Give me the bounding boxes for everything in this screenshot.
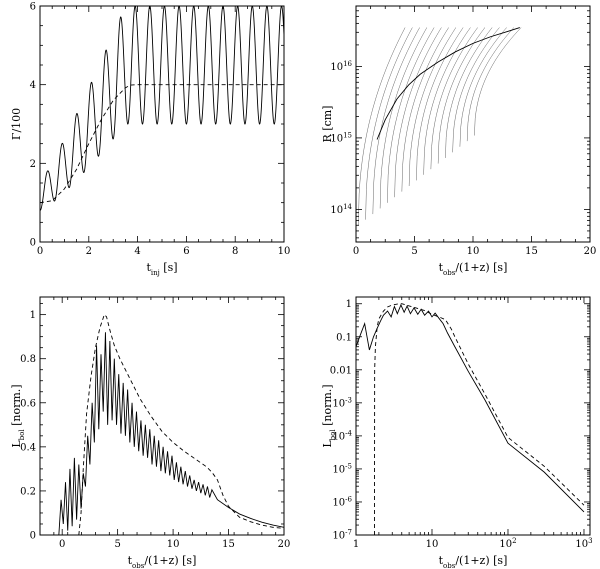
shell-line-6 (394, 27, 442, 198)
shell-line-14 (452, 27, 500, 153)
y-axis-label: Lbol [norm.] (10, 384, 26, 447)
shell-line-2 (365, 27, 413, 220)
x-tick-label: 0 (59, 539, 65, 550)
shell-line-1 (358, 27, 406, 226)
series-envelope (376, 27, 520, 140)
shell-line-15 (459, 27, 507, 147)
y-tick-label: 0.01 (330, 365, 352, 376)
shell-line-12 (437, 27, 486, 164)
series-mean-lorentz-factor (40, 84, 284, 204)
plot-area (40, 6, 284, 211)
y-axis-label: R [cm] (321, 106, 334, 143)
x-tick-label: 0 (353, 246, 359, 257)
x-tick-label: 5 (411, 246, 417, 257)
shell-line-7 (401, 27, 449, 192)
plot-frame (355, 296, 591, 536)
ticks (39, 297, 285, 536)
x-tick-label: 5 (114, 539, 120, 550)
y-tick-label: 0.1 (336, 332, 352, 343)
y-tick-label: 1014 (330, 203, 352, 216)
x-tick-label: 4 (134, 246, 140, 257)
shell-line-5 (387, 27, 435, 203)
plot-area (358, 27, 522, 226)
series-oscillating-light-curve (58, 332, 284, 535)
x-tick-label: 0 (37, 246, 43, 257)
y-tick-label: 10-5 (332, 462, 352, 475)
shell-line-11 (430, 27, 478, 170)
shell-line-4 (379, 27, 428, 209)
y-tick-label: 1016 (330, 60, 352, 73)
y-tick-label: 0.6 (20, 398, 36, 409)
y-axis-label: Γ/100 (10, 108, 23, 140)
x-tick-label: 10 (167, 539, 180, 550)
x-tick-label: 103 (575, 537, 592, 550)
y-tick-label: 0.8 (20, 354, 36, 365)
y-tick-label: 0.2 (20, 486, 36, 497)
panel-light-curve-log: 1 10 102 103 10-7 10-6 10-5 10-4 10-3 0.01 0.1 1 tob… (321, 296, 593, 569)
shell-line-10 (423, 27, 471, 175)
y-tick-label: 10-6 (332, 495, 352, 508)
y-tick-label: 1015 (330, 131, 352, 144)
x-tick-label: 2 (86, 246, 92, 257)
y-tick-label: 4 (30, 80, 36, 91)
ticks (39, 5, 285, 243)
series-mean-light-curve (78, 313, 284, 535)
plot-area (356, 303, 585, 535)
x-axis-label: tobs/(1+z) [s] (439, 261, 508, 277)
panel-gamma-vs-injection-time: 0 2 4 6 8 10 0 2 4 6 tinj [s] Γ/100 (10, 2, 290, 278)
shell-line-8 (408, 27, 457, 187)
x-tick-label: 15 (222, 539, 235, 550)
series-oscillating-lorentz-factor (40, 6, 284, 211)
y-axis-label: Lbol [norm.] (321, 384, 337, 447)
y-tick-label: 0.4 (20, 442, 36, 453)
shell-line-16 (466, 27, 515, 142)
shell-line-13 (445, 27, 493, 158)
series-oscillating-light-curve (356, 303, 585, 513)
shell-line-17 (474, 27, 522, 136)
series-mean-light-curve (374, 303, 585, 535)
y-tick-label: 2 (30, 159, 36, 170)
y-tick-label: 1 (346, 299, 352, 310)
x-tick-label: 6 (183, 246, 189, 257)
x-tick-label: 15 (525, 246, 538, 257)
y-tick-label: 0 (30, 238, 36, 249)
x-tick-label: 10 (426, 539, 439, 550)
ticks (355, 297, 590, 536)
x-tick-label: 8 (232, 246, 238, 257)
y-tick-label: 10-4 (332, 429, 352, 442)
x-tick-label: 102 (499, 537, 516, 550)
y-tick-label: 0 (30, 531, 36, 542)
x-tick-label: 10 (278, 246, 291, 257)
x-tick-label: 1 (353, 539, 359, 550)
x-axis-label: tinj [s] (146, 261, 177, 277)
plot-frame (39, 296, 285, 536)
x-tick-label: 10 (467, 246, 480, 257)
shell-line-9 (416, 27, 464, 181)
y-tick-label: 10-7 (332, 529, 352, 542)
x-axis-label: tobs/(1+z) [s] (439, 554, 508, 569)
y-tick-label: 1 (30, 310, 36, 321)
x-tick-label: 20 (584, 246, 597, 257)
x-tick-label: 20 (278, 539, 291, 550)
plot-area (58, 313, 284, 535)
x-axis-label: tobs/(1+z) [s] (128, 554, 197, 569)
panel-light-curve-linear: 0 5 10 15 20 0 0.2 0.4 0.6 0.8 1 tobs/(1+z) [s] Lbol… (10, 296, 291, 569)
ticks (355, 6, 591, 242)
y-tick-label: 6 (30, 2, 36, 13)
plot-frame (355, 5, 591, 243)
y-tick-label: 10-3 (332, 396, 352, 409)
